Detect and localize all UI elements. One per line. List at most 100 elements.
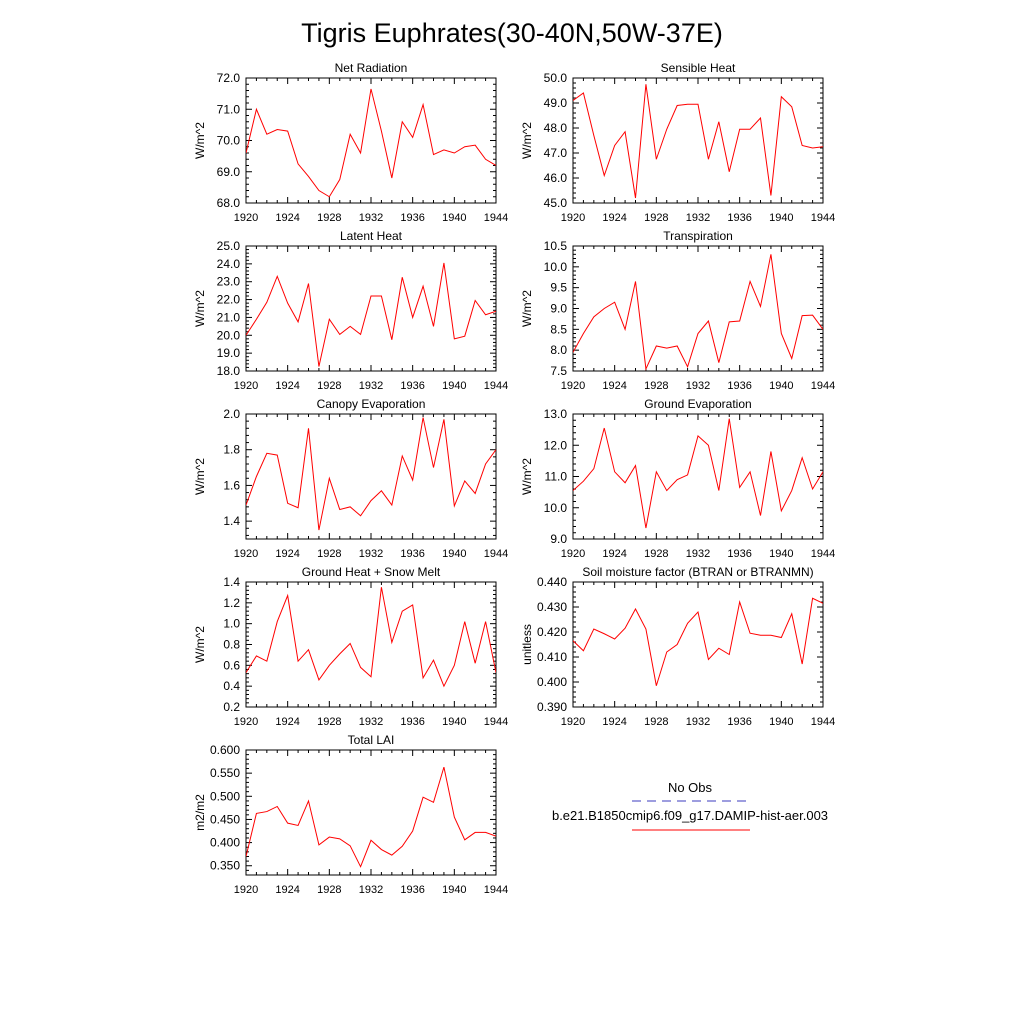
panel-8: 1920 1924 1928 1932 1936 1940 1944 0.390 0.400 0.… [520, 565, 835, 728]
x-tick-label: 1932 [686, 548, 710, 560]
y-tick-label: 9.0 [550, 302, 567, 316]
panel-4: 1920 1924 1928 1932 1936 1940 1944 7.5 8.0 8.5 9.0… [520, 229, 835, 392]
panel-title: Ground Heat + Snow Melt [302, 565, 441, 579]
series-line [246, 417, 496, 531]
y-tick-label: 1.2 [223, 596, 240, 610]
panel-title: Sensible Heat [661, 61, 736, 75]
x-tick-label: 1924 [602, 212, 626, 224]
y-axis-label: W/m^2 [193, 626, 207, 663]
x-tick-label: 1936 [400, 716, 424, 728]
legend-label-obs: No Obs [668, 780, 713, 795]
y-tick-label: 45.0 [544, 196, 568, 210]
y-tick-label: 0.6 [223, 658, 240, 672]
x-tick-label: 1932 [359, 380, 383, 392]
x-tick-label: 1944 [484, 884, 508, 896]
y-tick-label: 20.0 [217, 328, 241, 342]
y-tick-label: 70.0 [217, 134, 241, 148]
y-tick-label: 0.410 [537, 650, 567, 664]
y-tick-label: 10.0 [544, 260, 568, 274]
x-tick-label: 1920 [561, 212, 585, 224]
y-tick-label: 0.390 [537, 700, 567, 714]
y-tick-label: 12.0 [544, 438, 568, 452]
y-tick-label: 71.0 [217, 102, 241, 116]
y-tick-label: 1.4 [223, 575, 240, 589]
y-tick-label: 0.350 [210, 859, 240, 873]
x-tick-label: 1944 [484, 716, 508, 728]
x-tick-label: 1940 [769, 716, 793, 728]
y-tick-label: 68.0 [217, 196, 241, 210]
legend: No Obs b.e21.B1850cmip6.f09_g17.DAMIP-hi… [552, 780, 828, 831]
x-tick-label: 1924 [602, 548, 626, 560]
panel-title: Net Radiation [335, 61, 408, 75]
x-tick-label: 1932 [359, 548, 383, 560]
y-tick-label: 1.0 [223, 617, 240, 631]
y-tick-label: 19.0 [217, 346, 241, 360]
x-tick-label: 1932 [686, 380, 710, 392]
plot-frame [572, 413, 824, 540]
x-tick-label: 1928 [644, 548, 668, 560]
x-tick-label: 1936 [727, 716, 751, 728]
x-tick-label: 1936 [400, 884, 424, 896]
y-tick-label: 0.420 [537, 625, 567, 639]
x-tick-label: 1932 [359, 884, 383, 896]
y-axis-label: unitless [520, 624, 534, 665]
y-tick-label: 69.0 [217, 165, 241, 179]
x-tick-label: 1920 [234, 716, 258, 728]
y-tick-label: 0.8 [223, 638, 240, 652]
panels: 1920 1924 1928 1932 1936 1940 1944 68.0 69.0 70.0… [193, 61, 835, 896]
plot-frame [572, 77, 824, 204]
x-tick-label: 1936 [727, 212, 751, 224]
x-tick-label: 1924 [275, 548, 299, 560]
y-tick-label: 1.8 [223, 443, 240, 457]
panel-title: Latent Heat [340, 229, 403, 243]
x-tick-label: 1944 [484, 548, 508, 560]
y-tick-label: 0.400 [210, 836, 240, 850]
series-line [246, 766, 496, 868]
panel-title: Soil moisture factor (BTRAN or BTRANMN) [582, 565, 813, 579]
plot-frame [245, 749, 497, 876]
x-tick-label: 1940 [769, 380, 793, 392]
x-tick-label: 1940 [442, 548, 466, 560]
panel-7: 1920 1924 1928 1932 1936 1940 1944 0.2 0.4 0.6 0.8… [193, 565, 508, 728]
y-tick-label: 1.6 [223, 478, 240, 492]
y-tick-label: 0.450 [210, 812, 240, 826]
x-tick-label: 1924 [602, 716, 626, 728]
x-tick-label: 1928 [644, 716, 668, 728]
panel-1: 1920 1924 1928 1932 1936 1940 1944 68.0 69.0 70.0… [193, 61, 508, 224]
y-axis-label: m2/m2 [193, 794, 207, 831]
series-line [246, 262, 496, 367]
y-tick-label: 8.0 [550, 343, 567, 357]
series-line [246, 88, 496, 198]
y-tick-label: 0.440 [537, 575, 567, 589]
y-axis-label: W/m^2 [193, 290, 207, 327]
y-axis-label: W/m^2 [193, 458, 207, 495]
x-tick-label: 1944 [811, 380, 835, 392]
y-tick-label: 0.500 [210, 789, 240, 803]
y-tick-label: 10.0 [544, 501, 568, 515]
x-tick-label: 1940 [442, 884, 466, 896]
y-tick-label: 9.0 [550, 532, 567, 546]
x-tick-label: 1924 [602, 380, 626, 392]
series-line [573, 418, 823, 529]
panel-6: 1920 1924 1928 1932 1936 1940 1944 9.0 10.0 11.0 1… [520, 397, 835, 560]
y-tick-label: 10.5 [544, 239, 568, 253]
x-tick-label: 1920 [561, 380, 585, 392]
x-tick-label: 1924 [275, 212, 299, 224]
y-tick-label: 22.0 [217, 293, 241, 307]
y-tick-label: 1.4 [223, 514, 240, 528]
y-tick-label: 25.0 [217, 239, 241, 253]
x-tick-label: 1944 [811, 212, 835, 224]
x-tick-label: 1944 [811, 548, 835, 560]
y-tick-label: 0.430 [537, 600, 567, 614]
y-tick-label: 0.2 [223, 700, 240, 714]
x-tick-label: 1928 [317, 212, 341, 224]
y-tick-label: 46.0 [544, 171, 568, 185]
x-tick-label: 1928 [317, 716, 341, 728]
y-tick-label: 48.0 [544, 121, 568, 135]
y-tick-label: 7.5 [550, 364, 567, 378]
x-tick-label: 1920 [234, 884, 258, 896]
x-tick-label: 1932 [686, 212, 710, 224]
x-tick-label: 1920 [561, 548, 585, 560]
panel-9: 1920 1924 1928 1932 1936 1940 1944 0.350 0.400 0.… [193, 733, 508, 896]
y-tick-label: 50.0 [544, 71, 568, 85]
